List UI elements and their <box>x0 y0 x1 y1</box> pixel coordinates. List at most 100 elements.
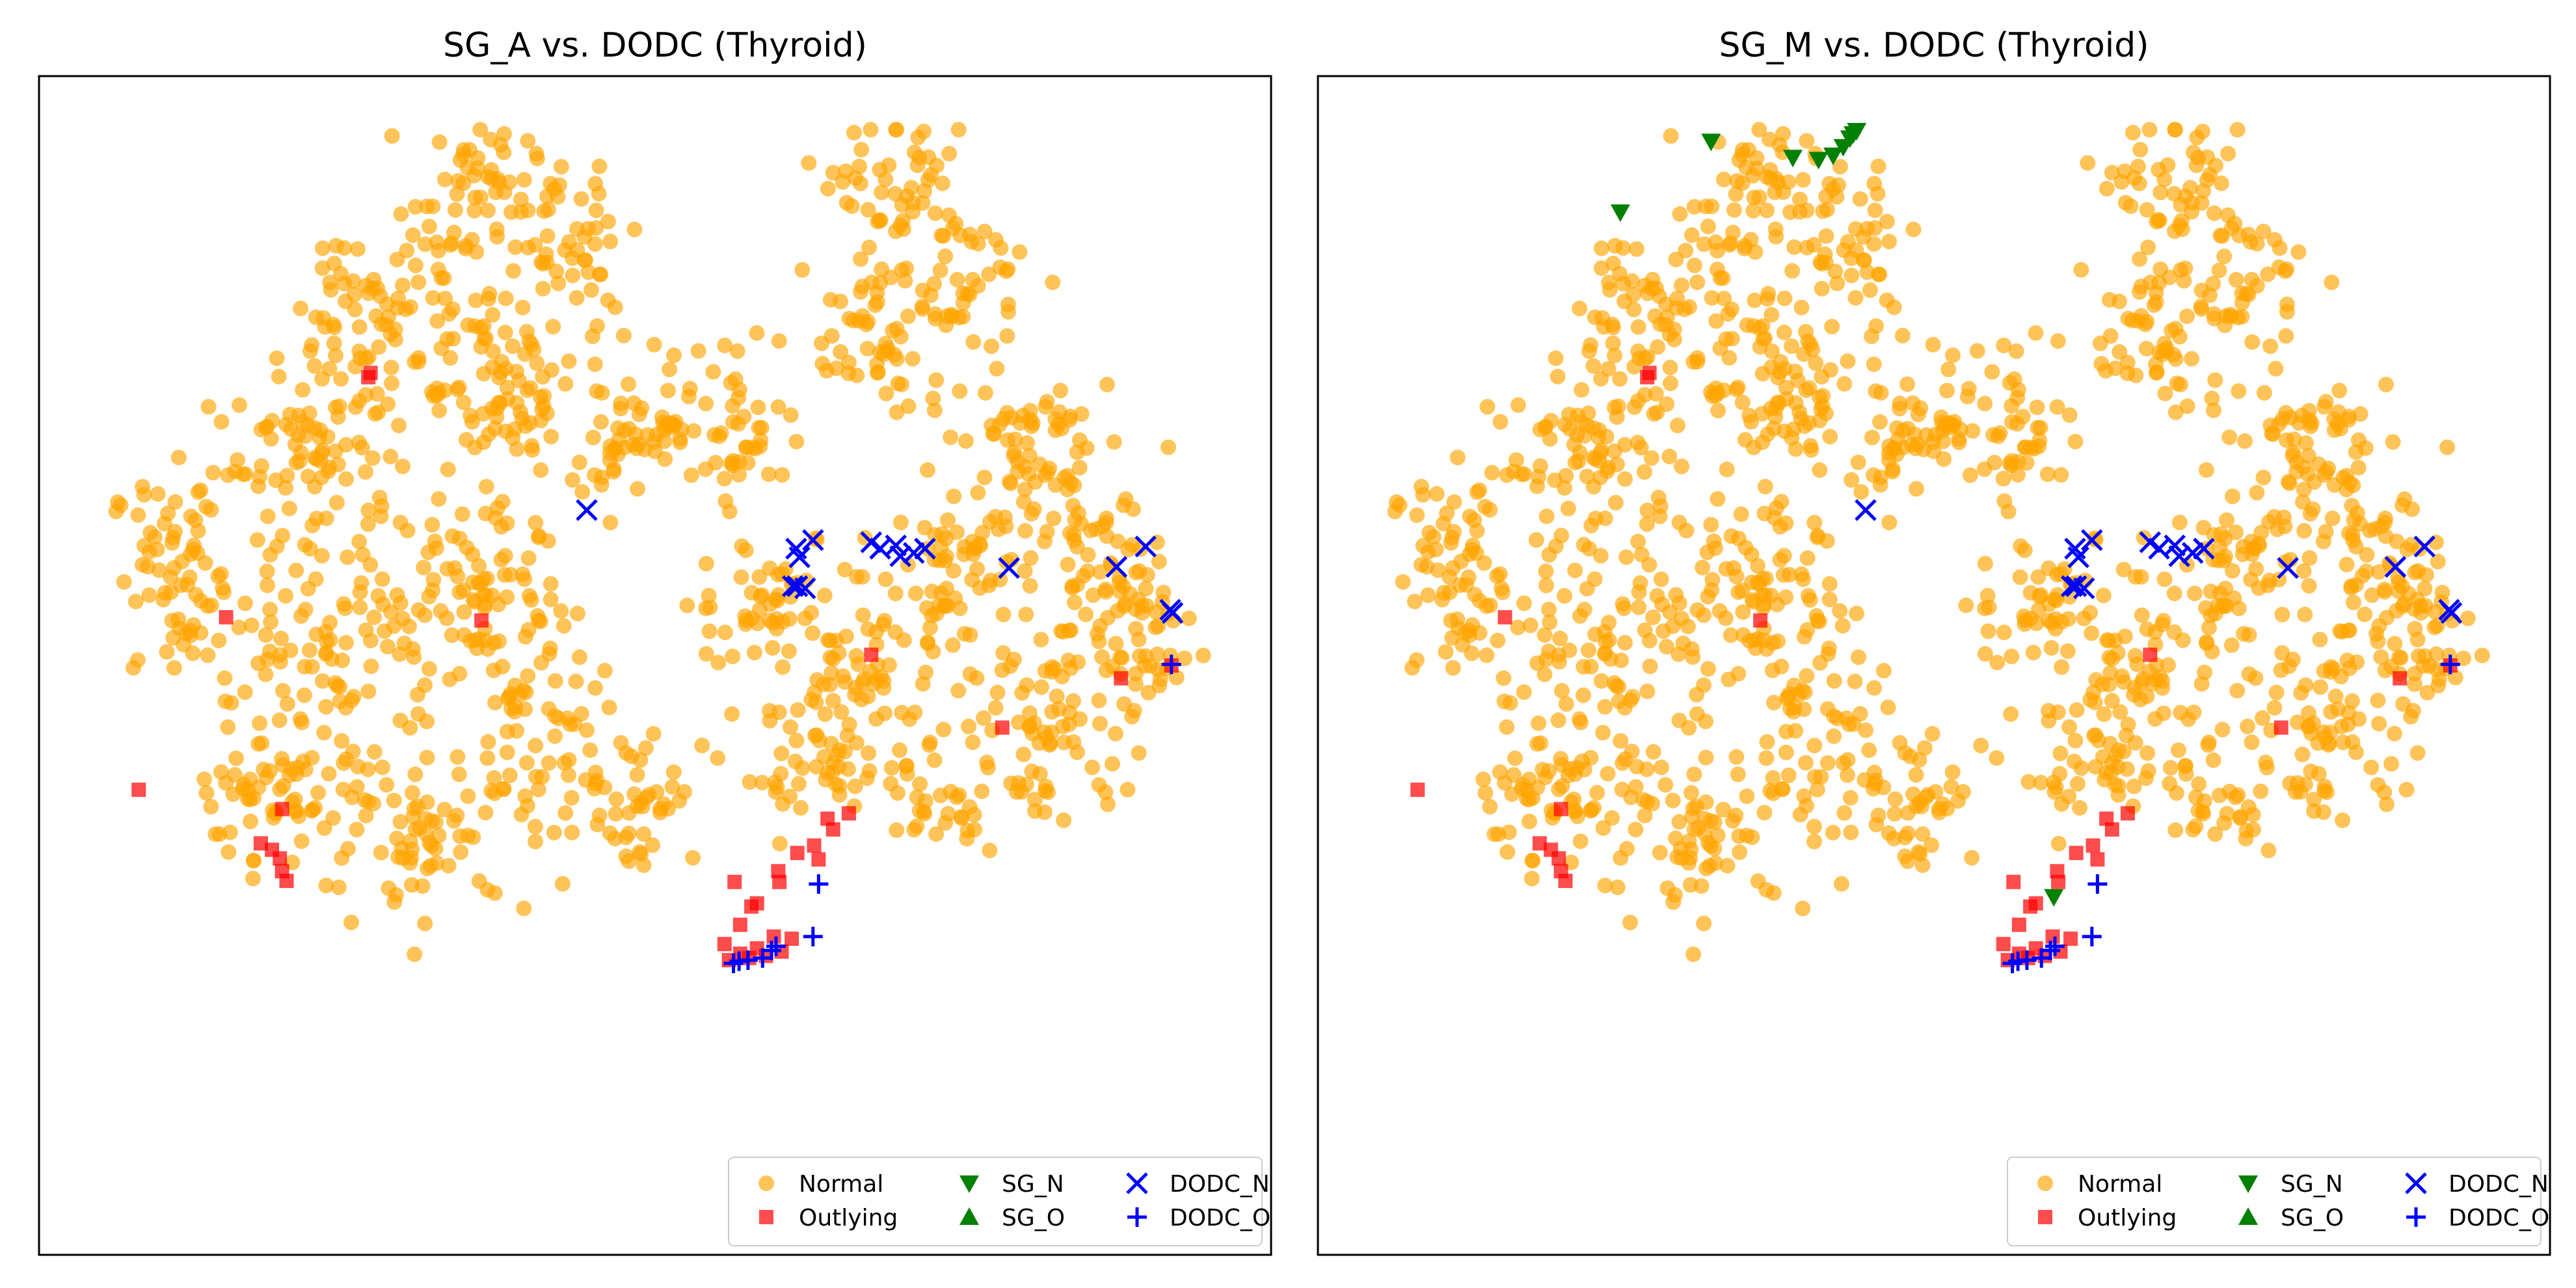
normal-point <box>1786 239 1803 255</box>
normal-point <box>1839 767 1855 783</box>
normal-point <box>861 239 878 256</box>
normal-point <box>868 671 885 688</box>
normal-point <box>621 376 637 392</box>
normal-point <box>1715 171 1732 187</box>
normal-point <box>543 576 559 592</box>
normal-point <box>1959 388 1976 405</box>
normal-point <box>2134 607 2150 623</box>
normal-point <box>345 744 361 760</box>
normal-point <box>2300 719 2316 735</box>
normal-point <box>250 736 267 752</box>
normal-point <box>370 405 386 421</box>
normal-point <box>324 651 340 667</box>
normal-point <box>1758 881 1775 898</box>
normal-point <box>288 562 304 578</box>
normal-point <box>2066 753 2082 770</box>
normal-point <box>447 202 463 218</box>
normal-point <box>1631 599 1647 615</box>
normal-point <box>239 790 256 807</box>
normal-point <box>637 740 654 756</box>
legend-marker <box>2405 1172 2427 1194</box>
normal-point <box>1650 339 1666 355</box>
normal-point <box>245 852 262 868</box>
normal-point <box>607 299 623 315</box>
normal-point <box>1739 317 1755 333</box>
legend-label: Normal <box>799 1171 883 1198</box>
normal-point <box>2133 569 2149 585</box>
legend-label: DODC_N <box>1170 1171 1270 1198</box>
normal-point <box>853 251 869 267</box>
normal-point <box>2251 580 2267 597</box>
normal-point <box>1819 701 1836 717</box>
normal-point <box>1788 395 1804 411</box>
normal-point <box>2230 787 2246 803</box>
normal-point <box>336 276 353 292</box>
normal-point <box>438 610 455 626</box>
normal-point <box>1022 578 1038 594</box>
normal-point <box>431 827 447 844</box>
normal-point <box>1899 420 1916 436</box>
normal-point <box>326 335 342 351</box>
normal-point <box>2417 580 2433 597</box>
normal-point <box>216 584 232 600</box>
normal-point <box>347 358 364 375</box>
normal-point <box>450 173 466 189</box>
normal-point <box>1778 744 1794 760</box>
normal-point <box>1798 382 1814 398</box>
normal-point <box>2009 466 2026 483</box>
normal-point <box>937 815 954 831</box>
normal-point <box>1446 524 1462 540</box>
normal-point <box>1420 587 1436 603</box>
normal-point <box>1509 452 1525 468</box>
normal-point <box>1902 748 1918 764</box>
normal-point <box>2348 576 2365 593</box>
normal-point <box>1924 726 1940 742</box>
normal-point <box>1495 584 1511 600</box>
normal-point <box>665 347 682 364</box>
normal-point <box>1730 766 1746 783</box>
normal-point <box>2067 433 2084 449</box>
normal-point <box>1812 462 1828 478</box>
normal-point <box>516 900 532 917</box>
normal-point <box>878 385 894 401</box>
normal-point <box>2364 587 2380 603</box>
normal-point <box>349 241 366 257</box>
normal-point <box>533 654 550 671</box>
normal-point <box>390 290 407 306</box>
normal-point <box>1806 769 1823 785</box>
normal-point <box>2167 223 2183 239</box>
normal-point <box>1021 448 1038 464</box>
normal-point <box>314 673 330 689</box>
normal-point <box>1615 276 1631 292</box>
normal-point <box>1071 459 1088 476</box>
normal-point <box>2117 628 2133 645</box>
normal-point <box>314 240 330 256</box>
normal-point <box>1414 479 1430 495</box>
normal-point <box>634 798 651 814</box>
normal-point <box>1017 563 1033 579</box>
normal-point <box>260 651 276 667</box>
normal-point <box>1032 766 1048 782</box>
normal-point <box>2227 215 2243 232</box>
normal-point <box>489 500 505 516</box>
normal-point <box>2112 704 2128 720</box>
normal-point <box>724 706 740 722</box>
normal-point <box>2268 360 2284 377</box>
normal-point <box>2395 696 2411 712</box>
normal-point <box>395 277 411 293</box>
normal-point <box>1747 292 1763 308</box>
normal-point <box>533 412 549 429</box>
outlying-point <box>2063 932 2078 946</box>
normal-point <box>1671 712 1687 729</box>
series-dodc-n <box>1855 499 2463 624</box>
normal-point <box>2043 639 2059 656</box>
normal-point <box>419 714 435 730</box>
normal-point <box>1969 343 1985 359</box>
normal-point <box>2017 612 2033 628</box>
normal-point <box>816 587 833 604</box>
normal-point <box>1425 529 1442 545</box>
normal-point <box>1000 296 1016 312</box>
normal-point <box>1471 482 1488 498</box>
normal-point <box>698 556 714 572</box>
normal-point <box>2411 648 2427 664</box>
